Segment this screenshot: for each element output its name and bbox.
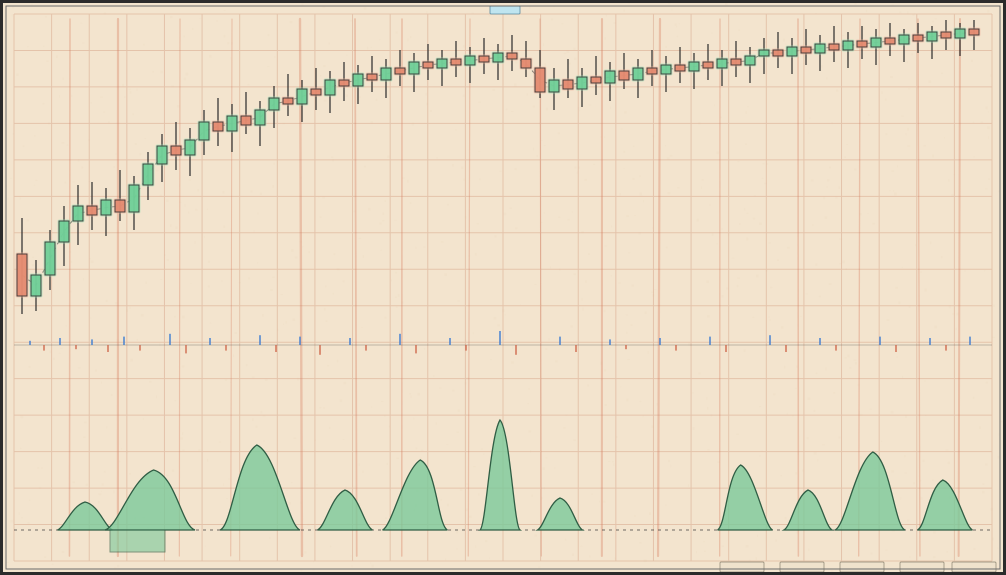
- candle-body: [591, 77, 601, 83]
- candle-body: [269, 98, 279, 110]
- candle-body: [213, 122, 223, 131]
- candle-body: [605, 71, 615, 83]
- candle-body: [549, 80, 559, 92]
- candle-body: [465, 56, 475, 65]
- candle-body: [339, 80, 349, 86]
- candle-body: [423, 62, 433, 68]
- candle-body: [157, 146, 167, 164]
- candle-body: [731, 59, 741, 65]
- candle-body: [829, 44, 839, 50]
- candle-body: [171, 146, 181, 155]
- candle-body: [633, 68, 643, 80]
- candle-body: [717, 59, 727, 68]
- candle-body: [941, 32, 951, 38]
- candle-body: [353, 74, 363, 86]
- candle-body: [451, 59, 461, 65]
- candle-body: [45, 242, 55, 275]
- candle-body: [703, 62, 713, 68]
- footer-tabs: [720, 562, 996, 572]
- volume-drop: [110, 530, 165, 552]
- candle-body: [185, 140, 195, 155]
- candle-body: [773, 50, 783, 56]
- candle-body: [381, 68, 391, 80]
- candle-body: [255, 110, 265, 125]
- candle-body: [493, 53, 503, 62]
- candle-body: [787, 47, 797, 56]
- footer-tab[interactable]: [720, 562, 764, 572]
- candle-body: [843, 41, 853, 50]
- footer-tab[interactable]: [900, 562, 944, 572]
- candle-body: [871, 38, 881, 47]
- candle-body: [969, 29, 979, 35]
- candle-body: [409, 62, 419, 74]
- candle-body: [87, 206, 97, 215]
- trading-chart: [0, 0, 1006, 575]
- candle-body: [927, 32, 937, 41]
- candle-body: [689, 62, 699, 71]
- candle-body: [619, 71, 629, 80]
- candle-body: [325, 80, 335, 95]
- candle-body: [563, 80, 573, 89]
- candle-body: [73, 206, 83, 221]
- chart-svg: [0, 0, 1006, 575]
- top-tab[interactable]: [490, 6, 520, 14]
- footer-tab[interactable]: [840, 562, 884, 572]
- candle-body: [31, 275, 41, 296]
- candle-body: [437, 59, 447, 68]
- candle-body: [311, 89, 321, 95]
- candle-body: [297, 89, 307, 104]
- candle-body: [367, 74, 377, 80]
- footer-tab[interactable]: [780, 562, 824, 572]
- candle-body: [885, 38, 895, 44]
- candle-body: [857, 41, 867, 47]
- candle-body: [675, 65, 685, 71]
- candle-body: [241, 116, 251, 125]
- candle-body: [815, 44, 825, 53]
- candle-body: [577, 77, 587, 89]
- candle-body: [913, 35, 923, 41]
- candle-body: [745, 56, 755, 65]
- candle-body: [801, 47, 811, 53]
- candle-body: [479, 56, 489, 62]
- candle-body: [899, 35, 909, 44]
- candle-body: [227, 116, 237, 131]
- candle-body: [647, 68, 657, 74]
- candle-body: [535, 68, 545, 92]
- candle-body: [101, 200, 111, 215]
- candle-body: [59, 221, 69, 242]
- candle-body: [199, 122, 209, 140]
- candle-body: [521, 59, 531, 68]
- candle-body: [507, 53, 517, 59]
- footer-tab[interactable]: [952, 562, 996, 572]
- candle-body: [661, 65, 671, 74]
- candle-body: [955, 29, 965, 38]
- candle-body: [17, 254, 27, 296]
- candle-body: [143, 164, 153, 185]
- candle-body: [395, 68, 405, 74]
- candle-body: [283, 98, 293, 104]
- candle-body: [129, 185, 139, 212]
- candle-body: [115, 200, 125, 212]
- candle-body: [759, 50, 769, 56]
